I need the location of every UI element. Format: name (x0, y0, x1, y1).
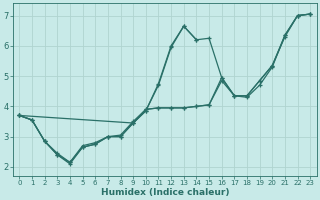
X-axis label: Humidex (Indice chaleur): Humidex (Indice chaleur) (100, 188, 229, 197)
